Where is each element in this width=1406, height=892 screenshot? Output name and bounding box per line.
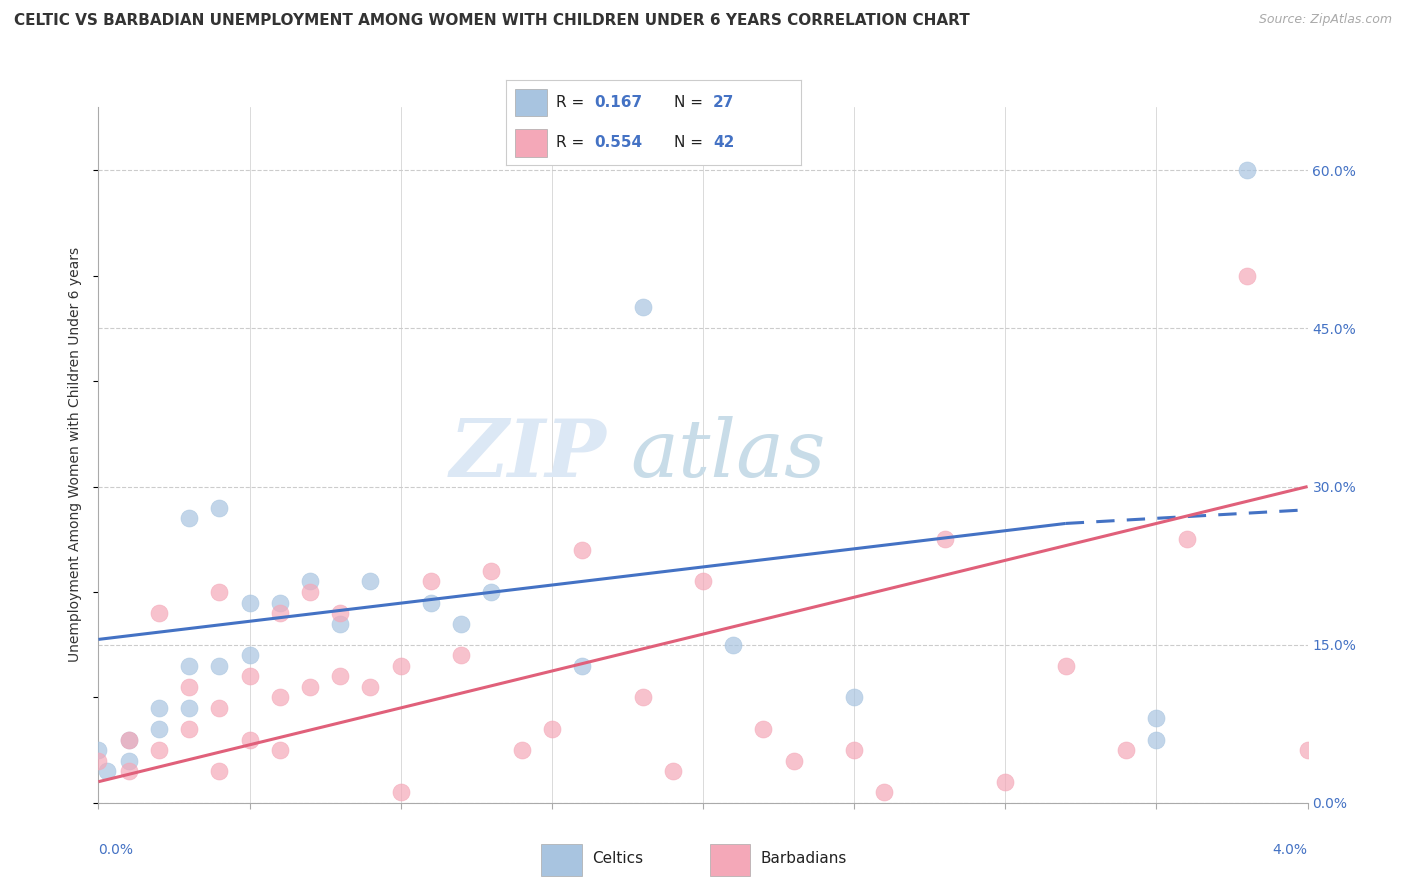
- Point: [1146, 732, 1168, 747]
- Point: [118, 732, 141, 747]
- Point: [1146, 711, 1168, 725]
- Point: [481, 585, 503, 599]
- Point: [450, 616, 472, 631]
- Bar: [710, 844, 751, 876]
- Text: ZIP: ZIP: [450, 417, 606, 493]
- Point: [783, 754, 806, 768]
- Point: [208, 500, 231, 515]
- Point: [571, 658, 593, 673]
- Point: [148, 606, 170, 620]
- Point: [118, 732, 141, 747]
- Text: R =: R =: [557, 95, 589, 110]
- Point: [329, 616, 352, 631]
- Point: [299, 585, 322, 599]
- Text: 0.167: 0.167: [595, 95, 643, 110]
- Point: [420, 574, 443, 589]
- Point: [179, 701, 201, 715]
- Text: atlas: atlas: [630, 417, 825, 493]
- Point: [269, 743, 291, 757]
- Point: [1236, 163, 1258, 178]
- Point: [723, 638, 745, 652]
- Point: [87, 754, 110, 768]
- Y-axis label: Unemployment Among Women with Children Under 6 years: Unemployment Among Women with Children U…: [69, 247, 83, 663]
- Point: [269, 595, 291, 609]
- Point: [844, 690, 866, 705]
- Point: [239, 648, 262, 663]
- Text: 4.0%: 4.0%: [1272, 843, 1308, 857]
- Point: [844, 743, 866, 757]
- Point: [239, 669, 262, 683]
- Point: [571, 542, 593, 557]
- Point: [148, 743, 170, 757]
- Point: [420, 595, 443, 609]
- Bar: [515, 89, 547, 116]
- Text: Barbadians: Barbadians: [761, 851, 846, 866]
- Point: [631, 690, 654, 705]
- Point: [994, 774, 1017, 789]
- Point: [148, 722, 170, 736]
- Point: [662, 764, 685, 779]
- Point: [389, 785, 412, 799]
- Point: [87, 743, 110, 757]
- Point: [299, 680, 322, 694]
- Point: [96, 764, 118, 779]
- Text: 27: 27: [713, 95, 734, 110]
- Point: [118, 764, 141, 779]
- Point: [269, 606, 291, 620]
- Point: [179, 680, 201, 694]
- Point: [510, 743, 533, 757]
- Point: [208, 585, 231, 599]
- Point: [118, 754, 141, 768]
- Point: [269, 690, 291, 705]
- Point: [1296, 743, 1319, 757]
- Point: [179, 658, 201, 673]
- Point: [208, 658, 231, 673]
- Point: [299, 574, 322, 589]
- Text: R =: R =: [557, 136, 589, 151]
- Point: [329, 669, 352, 683]
- Point: [1054, 658, 1077, 673]
- Point: [360, 574, 382, 589]
- Point: [934, 533, 956, 547]
- Bar: [515, 129, 547, 157]
- Point: [329, 606, 352, 620]
- Point: [541, 722, 564, 736]
- Text: 42: 42: [713, 136, 734, 151]
- Point: [208, 764, 231, 779]
- Text: N =: N =: [675, 136, 709, 151]
- Point: [692, 574, 714, 589]
- Point: [208, 701, 231, 715]
- Point: [1175, 533, 1198, 547]
- Text: Source: ZipAtlas.com: Source: ZipAtlas.com: [1258, 13, 1392, 27]
- Point: [450, 648, 472, 663]
- Text: N =: N =: [675, 95, 709, 110]
- Point: [389, 658, 412, 673]
- Text: 0.0%: 0.0%: [98, 843, 134, 857]
- Point: [631, 301, 654, 315]
- Point: [752, 722, 775, 736]
- Point: [481, 564, 503, 578]
- Point: [1236, 268, 1258, 283]
- Text: 0.554: 0.554: [595, 136, 643, 151]
- Point: [239, 732, 262, 747]
- Point: [179, 511, 201, 525]
- Point: [360, 680, 382, 694]
- Text: CELTIC VS BARBADIAN UNEMPLOYMENT AMONG WOMEN WITH CHILDREN UNDER 6 YEARS CORRELA: CELTIC VS BARBADIAN UNEMPLOYMENT AMONG W…: [14, 13, 970, 29]
- Point: [239, 595, 262, 609]
- Point: [873, 785, 896, 799]
- Point: [1115, 743, 1137, 757]
- Point: [148, 701, 170, 715]
- Point: [179, 722, 201, 736]
- Bar: [541, 844, 582, 876]
- Text: Celtics: Celtics: [592, 851, 643, 866]
